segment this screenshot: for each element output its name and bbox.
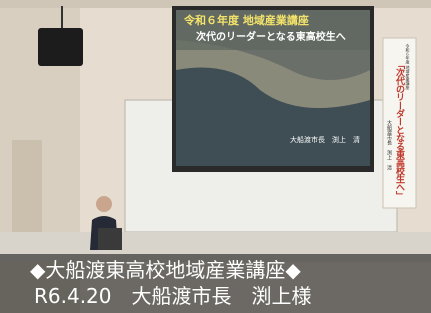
banner-header: 令和６年度 地域産業講座 bbox=[406, 43, 411, 90]
caption-line2: R6.4.20 大船渡市長 渕上様 bbox=[34, 284, 312, 308]
lectern bbox=[98, 228, 122, 250]
wall-speaker bbox=[38, 28, 83, 66]
banner-title: 「次代のリーダーとなる東高校生へ」 bbox=[394, 60, 406, 200]
page: 令和６年度 地域産業講座 次代のリーダーとなる東高校生へ 大船渡市長 渕上 清 … bbox=[0, 0, 431, 313]
person-head bbox=[96, 196, 112, 212]
photo: 令和６年度 地域産業講座 次代のリーダーとなる東高校生へ 大船渡市長 渕上 清 … bbox=[0, 0, 431, 313]
banner-speaker: 大船渡市長 渕上 清 bbox=[386, 119, 392, 171]
slide-title: 令和６年度 地域産業講座 bbox=[183, 13, 309, 27]
slide-speaker: 大船渡市長 渕上 清 bbox=[290, 135, 360, 144]
slide-subtitle: 次代のリーダーとなる東高校生へ bbox=[196, 30, 346, 43]
caption-line1: ◆大船渡東高校地域産業講座◆ bbox=[30, 258, 301, 282]
